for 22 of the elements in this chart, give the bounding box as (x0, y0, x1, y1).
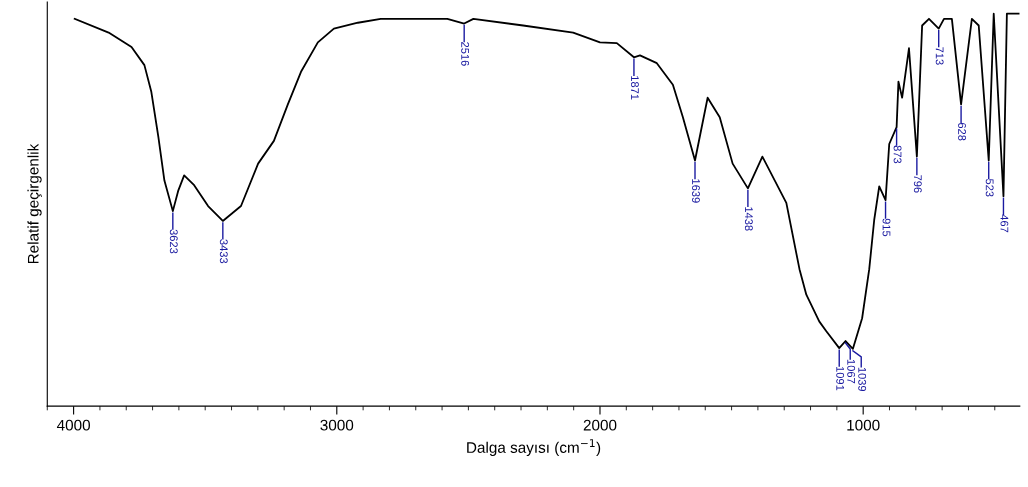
annotation: 1639 (692, 179, 700, 203)
annotation: 873 (893, 145, 902, 164)
annotation: 523 (985, 178, 994, 197)
x-tick-label: 4000 (56, 419, 90, 431)
annotation: 628 (958, 122, 966, 141)
x-axis-title: Dalga sayısı (cm$^{−1}$) (467, 439, 601, 456)
y-axis-title: Relatif geçirgenlik (27, 143, 42, 264)
annotation: 796 (913, 175, 922, 193)
annotation: 713 (935, 47, 944, 65)
annotation: 915 (882, 218, 891, 237)
annotation: 1871 (630, 76, 639, 100)
x-tick-label: 1000 (847, 419, 880, 431)
annotation: 1438 (744, 207, 753, 231)
x-tick-label: 2000 (583, 419, 617, 431)
x-tick-label: 3000 (320, 419, 354, 431)
annotation: 1067 (847, 359, 856, 384)
annotation: 467 (1000, 214, 1009, 233)
annotation: 2516 (461, 42, 470, 66)
annotation: 3433 (219, 239, 228, 264)
annotation: 1039 (858, 367, 867, 392)
annotation: 3623 (169, 229, 178, 254)
annotation: 1091 (836, 366, 845, 391)
